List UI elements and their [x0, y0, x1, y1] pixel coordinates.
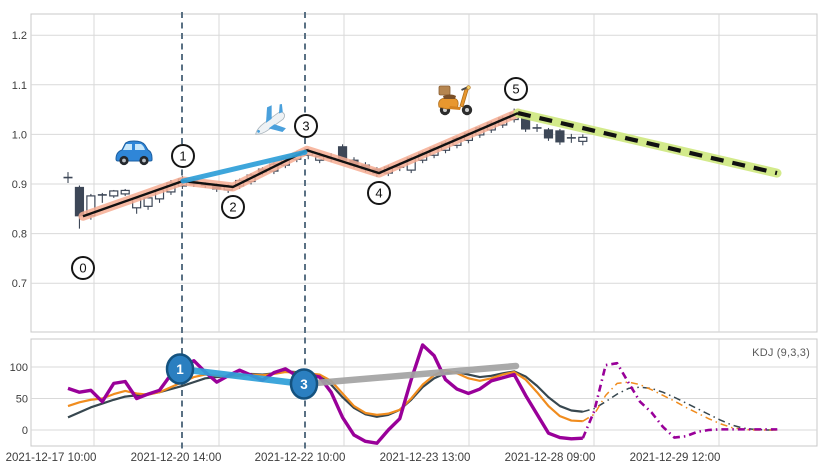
segment-1-3-overlay: [176, 365, 308, 388]
scooter-box: [438, 85, 451, 96]
scooter-footboard: [449, 106, 461, 110]
kdj-indicator-label: KDJ (9,3,3): [752, 347, 810, 359]
kdj-marker-label: 3: [300, 377, 308, 392]
kdj-marker-1[interactable]: [165, 353, 195, 385]
kdj-j-forecast-line: [581, 361, 778, 439]
pivot-marker-label: 4: [375, 186, 382, 201]
y-tick-label: 0: [22, 425, 28, 437]
x-tick-label: 2021-12-20 14:00: [131, 452, 222, 464]
segment-3-end-overlay: [300, 362, 520, 388]
y-tick-label: 1.2: [12, 30, 27, 42]
pivot-marker-label: 3: [302, 119, 309, 134]
pivot-marker-0[interactable]: [71, 256, 95, 280]
candle-up: [120, 189, 130, 195]
trend-zigzag-line: [82, 111, 519, 218]
x-tick-label: 2021-12-22 10:00: [255, 452, 346, 464]
pivot-marker-label: 1: [179, 149, 186, 164]
y-tick-label: 1.1: [12, 80, 27, 92]
trend-layer: [78, 108, 782, 221]
grid-layer: [30, 13, 818, 447]
scooter-icon: [438, 85, 473, 116]
kdj-marker-3[interactable]: [289, 368, 319, 400]
candle-up: [109, 190, 119, 197]
airplane-wing: [268, 124, 286, 132]
scooter-headlight: [466, 85, 471, 90]
x-tick-label: 2021-12-29 12:00: [630, 452, 721, 464]
markers-layer: 0 1 2 3 4 5 1 3: [71, 77, 528, 400]
airplane-tail: [278, 103, 283, 114]
kdj-k-forecast-line: [582, 386, 778, 431]
panel-border: [30, 13, 818, 333]
segment-1-3-line: [180, 149, 308, 184]
car-window: [135, 144, 145, 150]
candle-up: [143, 197, 153, 207]
candle-down: [543, 129, 554, 139]
car-icon: [115, 140, 153, 166]
y-tick-label: 0.8: [12, 229, 27, 241]
pivot-marker-label: 2: [229, 200, 236, 215]
forecast-dashed-line: [517, 111, 778, 176]
x-tick-label: 2021-12-23 13:00: [380, 452, 471, 464]
car-wheel-hub: [122, 158, 126, 163]
x-tick-label: 2021-12-28 09:00: [505, 452, 596, 464]
airplane-rotated: [255, 103, 286, 135]
airplane-cockpit: [257, 130, 260, 133]
scooter-column: [459, 88, 469, 108]
panel-border: [30, 338, 818, 447]
pivot-marker-1[interactable]: [171, 144, 195, 168]
airplane-icon: [255, 103, 286, 135]
y-tick-label: 0.7: [12, 278, 27, 290]
candle-down: [74, 186, 85, 217]
car-wheel-hub: [142, 158, 146, 163]
scooter-wheel-hub: [465, 108, 469, 112]
kdj-d-forecast-line: [582, 381, 778, 431]
y-tick-label: 50: [16, 394, 28, 406]
x-tick-label: 2021-12-17 10:00: [6, 452, 97, 464]
y-tick-label: 0.9: [12, 179, 27, 191]
pivot-marker-2[interactable]: [221, 195, 245, 219]
kdj-layer: [67, 343, 778, 445]
pivot-marker-5[interactable]: [504, 77, 528, 101]
y-tick-label: 1.0: [12, 129, 27, 141]
candle-up: [578, 136, 588, 142]
icons-layer: [115, 85, 473, 166]
pivot-marker-4[interactable]: [367, 181, 391, 205]
airplane-fuselage: [255, 111, 286, 135]
airplane-wing: [266, 105, 272, 123]
y-tick-label: 100: [10, 362, 28, 374]
pivot-marker-label: 5: [512, 82, 519, 97]
pivot-marker-3[interactable]: [294, 114, 318, 138]
kdj-j-line: [67, 343, 583, 445]
scooter-seat: [443, 94, 456, 99]
candle-down: [555, 130, 565, 143]
car-window: [123, 144, 132, 150]
pivot-marker-label: 0: [79, 261, 86, 276]
kdj-marker-label: 1: [176, 362, 184, 377]
candles-layer: [63, 108, 588, 229]
